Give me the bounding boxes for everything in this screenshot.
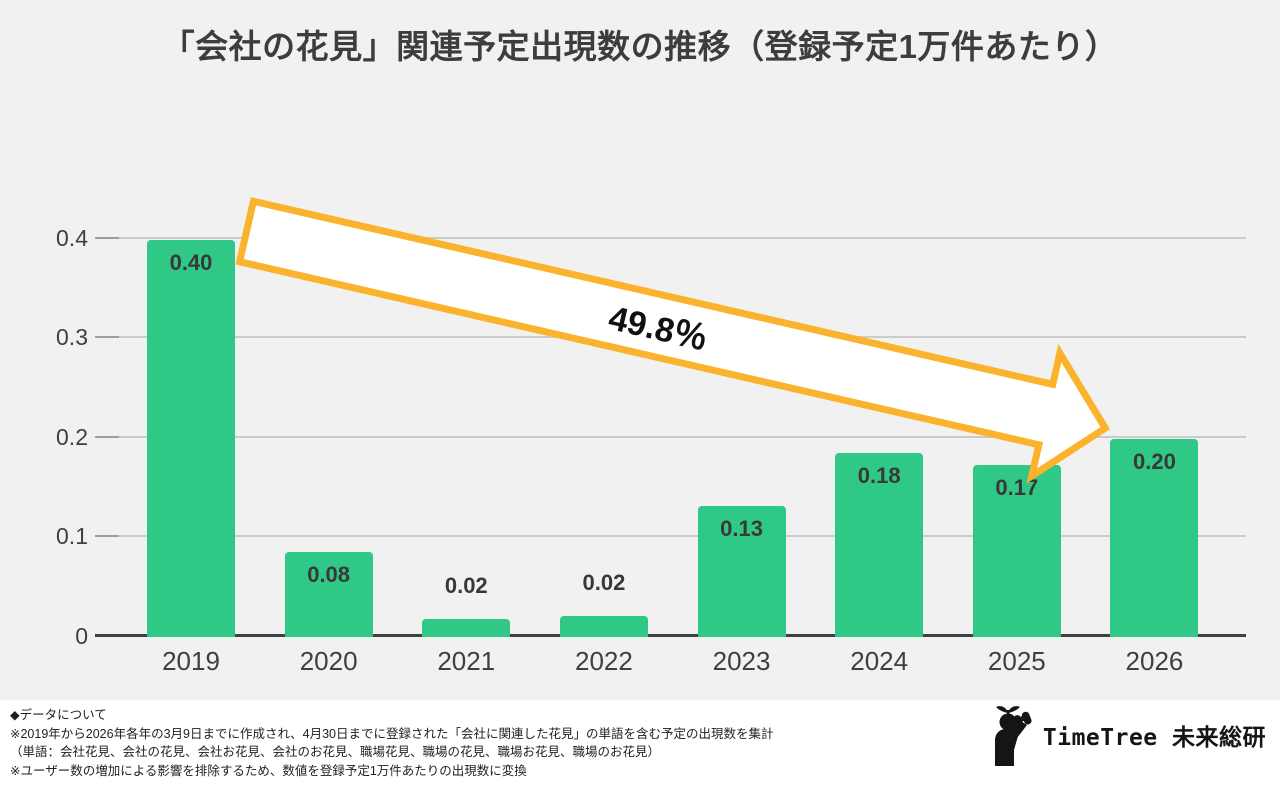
note-line: ※ユーザー数の増加による影響を排除するため、数値を登録予定1万件あたりの出現数に…: [10, 763, 527, 778]
note-line: （単語：会社花見、会社の花見、会社お花見、会社のお花見、職場花見、職場の花見、職…: [10, 745, 661, 759]
bar-2019: [147, 240, 235, 637]
note-line: ◆データについて: [10, 708, 107, 722]
bar-2022: [559, 615, 648, 637]
gridline: [95, 435, 1246, 438]
y-axis-tick-label: 0.4: [56, 224, 88, 251]
y-axis-tick-label: 0: [75, 622, 88, 649]
data-notes: ◆データについて ※2019年から2026年各年の3月9日までに作成され、4月3…: [10, 706, 773, 780]
bar-2026: [1110, 439, 1199, 637]
bar-value-label: 0.08: [307, 561, 351, 587]
footer: ◆データについて ※2019年から2026年各年の3月9日までに作成され、4月3…: [0, 700, 1280, 792]
bar-value-label: 0.02: [444, 572, 488, 598]
gridline: [95, 236, 1246, 239]
bar-2020: [284, 551, 373, 637]
bar-2025: [972, 465, 1061, 637]
bar-value-label: 0.02: [582, 569, 626, 595]
bar-2023: [697, 506, 786, 637]
binoculars-person-icon: [994, 706, 1032, 766]
y-axis-tick: [95, 435, 119, 438]
x-axis-label-2022: 2022: [574, 646, 633, 676]
bar-value-label: 0.20: [1133, 449, 1176, 475]
gridline: [95, 336, 1246, 338]
x-axis-label-2026: 2026: [1125, 646, 1184, 676]
bar-value-label: 0.18: [857, 463, 901, 489]
bar-value-label: 0.40: [169, 250, 213, 276]
x-axis-label-2025: 2025: [987, 646, 1046, 676]
bar-2021: [422, 618, 511, 637]
gridline: [95, 535, 1246, 537]
note-line: ※2019年から2026年各年の3月9日までに作成され、4月30日までに登録され…: [10, 726, 774, 741]
y-axis-tick-label: 0.1: [56, 523, 88, 549]
page-title: 「会社の花見」関連予定出現数の推移（登録予定1万件あたり）: [161, 28, 1119, 65]
x-axis-label-2023: 2023: [712, 646, 771, 676]
y-axis-tick: [95, 336, 119, 338]
y-axis-tick: [95, 535, 119, 537]
y-axis-tick: [95, 236, 119, 239]
logo-text: TimeTree 未来総研: [1042, 725, 1266, 751]
y-axis-tick-label: 0.2: [56, 423, 88, 450]
x-axis-label-2020: 2020: [299, 646, 358, 676]
x-axis-label-2019: 2019: [162, 646, 220, 676]
bar-2024: [835, 453, 924, 637]
x-axis-line: [95, 634, 1246, 637]
bar-value-label: 0.17: [995, 475, 1039, 501]
bar-value-label: 0.13: [720, 516, 763, 542]
x-axis-label-2021: 2021: [437, 646, 496, 676]
x-axis-label-2024: 2024: [850, 646, 909, 676]
timetree-logo: TimeTree 未来総研: [987, 704, 1266, 766]
y-axis-tick-label: 0.3: [56, 324, 88, 350]
